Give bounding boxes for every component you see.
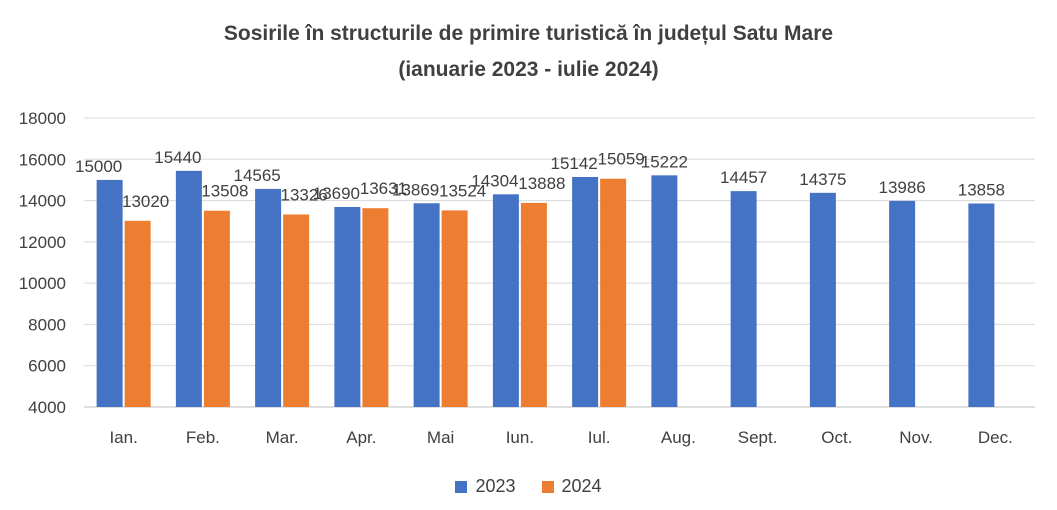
- data-label: 13869: [392, 180, 439, 199]
- bar-2024: [520, 202, 547, 407]
- data-label: 14304: [471, 171, 518, 190]
- y-tick-label: 14000: [19, 192, 66, 211]
- data-label: 13986: [878, 178, 925, 197]
- x-tick-label: Aug.: [661, 428, 696, 447]
- bar-2023: [175, 170, 202, 407]
- data-label: 13326: [280, 185, 327, 204]
- x-tick-label: Sept.: [738, 428, 778, 447]
- legend-item-2024: 2024: [541, 476, 602, 497]
- bar-2024: [600, 178, 627, 407]
- bar-2023: [255, 188, 282, 407]
- bar-2024: [362, 208, 389, 407]
- y-tick-label: 16000: [19, 150, 66, 169]
- data-label: 13888: [518, 174, 565, 193]
- data-label: 13508: [201, 182, 248, 201]
- data-label: 15000: [75, 157, 122, 176]
- data-label: 14565: [233, 166, 280, 185]
- chart-title-line2: (ianuarie 2023 - iulie 2024): [398, 58, 659, 81]
- bar-2023: [651, 175, 678, 407]
- bar-2023: [730, 191, 757, 407]
- legend-swatch-2023: [455, 480, 468, 493]
- bar-2023: [809, 192, 836, 407]
- legend-label-2023: 2023: [475, 476, 516, 496]
- data-label: 13524: [439, 181, 486, 200]
- data-label: 13020: [122, 192, 169, 211]
- data-label: 15142: [550, 154, 597, 173]
- data-label: 13631: [360, 179, 407, 198]
- bar-2024: [124, 220, 151, 407]
- x-tick-label: Oct.: [821, 428, 852, 447]
- x-tick-label: Nov.: [899, 428, 933, 447]
- bar-2023: [413, 203, 440, 407]
- data-label: 14375: [799, 170, 846, 189]
- y-tick-label: 12000: [19, 233, 66, 252]
- y-tick-label: 6000: [28, 357, 66, 376]
- x-tick-label: Feb.: [186, 428, 220, 447]
- bar-2024: [203, 210, 230, 407]
- data-label: 15222: [641, 152, 688, 171]
- legend: 2023 2024: [0, 476, 1057, 497]
- x-tick-label: Iun.: [506, 428, 534, 447]
- bar-2024: [283, 214, 310, 407]
- bar-2023: [572, 176, 599, 407]
- x-tick-label: Ian.: [109, 428, 137, 447]
- bar-2023: [96, 179, 123, 407]
- legend-item-2023: 2023: [455, 476, 516, 497]
- x-tick-label: Mar.: [266, 428, 299, 447]
- data-label: 13858: [958, 181, 1005, 200]
- y-tick-label: 10000: [19, 274, 66, 293]
- x-tick-label: Dec.: [978, 428, 1013, 447]
- bar-2023: [492, 194, 519, 407]
- data-label: 15059: [597, 150, 644, 169]
- y-tick-label: 18000: [19, 109, 66, 128]
- legend-label-2024: 2024: [561, 476, 602, 496]
- data-label: 15440: [154, 148, 201, 167]
- y-tick-label: 4000: [28, 398, 66, 417]
- x-tick-label: Apr.: [346, 428, 376, 447]
- x-tick-label: Iul.: [588, 428, 611, 447]
- bar-2024: [441, 210, 468, 407]
- data-label: 14457: [720, 168, 767, 187]
- data-label: 13690: [313, 184, 360, 203]
- bar-2023: [889, 200, 916, 407]
- x-tick-label: Mai: [427, 428, 454, 447]
- legend-swatch-2024: [541, 480, 554, 493]
- bar-2023: [968, 203, 995, 407]
- bar-2023: [334, 206, 361, 407]
- chart-title-line1: Sosirile în structurile de primire turis…: [223, 22, 834, 45]
- y-tick-label: 8000: [28, 315, 66, 334]
